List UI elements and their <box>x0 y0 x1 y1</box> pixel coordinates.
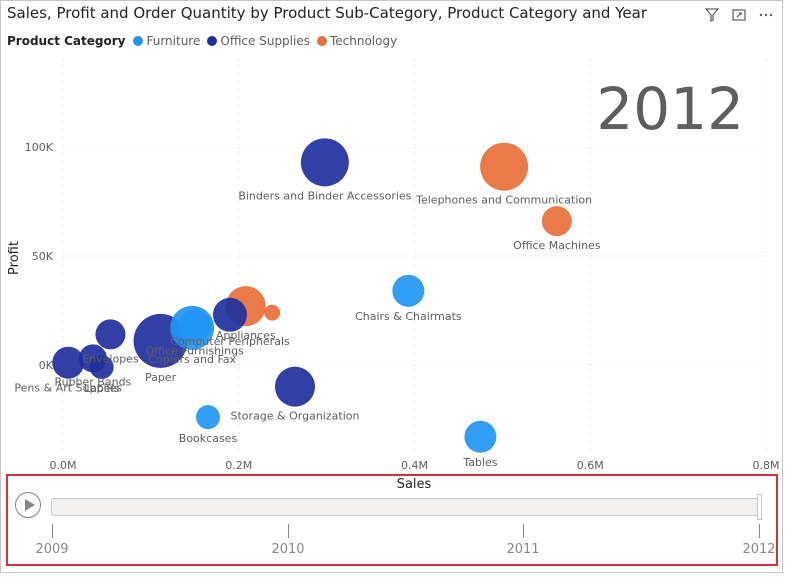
play-axis-slider[interactable] <box>51 498 761 516</box>
filter-icon[interactable] <box>704 7 720 23</box>
year-label-2012[interactable]: 2012 <box>742 542 776 557</box>
bubble-label: Office Furnishings <box>146 345 244 358</box>
bubble-label: Appliances <box>216 329 276 342</box>
bubble-labels: Binders and Binder Accessories Telephones… <box>14 189 600 468</box>
bubble-label: Tables <box>462 456 497 469</box>
bubble[interactable] <box>392 274 425 307</box>
legend-dot-furniture <box>133 36 144 46</box>
bubble-label: Pens & Art Supplies <box>14 382 122 395</box>
bubble-label: Rubber Bands <box>54 375 131 388</box>
x-tick-label: 0.2M <box>225 459 252 472</box>
legend-dot-technology <box>316 36 327 46</box>
legend-item-furniture[interactable]: Furniture <box>133 34 200 48</box>
bubble-label: Storage & Organization <box>231 410 360 423</box>
bubble-label: Paper <box>145 371 177 384</box>
x-tick-label: 0.0M <box>50 459 77 472</box>
y-tick-label: 0K <box>39 359 54 372</box>
bubble[interactable] <box>195 405 220 430</box>
bubble[interactable] <box>274 366 315 407</box>
visual-header <box>704 7 774 23</box>
year-tick-2012 <box>759 524 760 538</box>
gridlines <box>62 60 767 452</box>
bubble[interactable] <box>480 142 529 191</box>
focus-mode-icon[interactable] <box>731 7 747 23</box>
legend: Product Category Furniture Office Suppli… <box>7 34 404 48</box>
play-year-watermark: 2012 <box>596 75 744 143</box>
bubble[interactable] <box>178 309 211 342</box>
bubble[interactable] <box>52 346 85 379</box>
y-axis-title: Profit <box>7 241 22 275</box>
bubble-label: Binders and Binder Accessories <box>238 189 411 202</box>
bubble[interactable] <box>95 319 126 350</box>
year-tick-2011 <box>523 524 524 538</box>
legend-item-office-supplies[interactable]: Office Supplies <box>207 34 310 48</box>
bubble-label: Labels <box>84 382 120 395</box>
bubbles <box>52 138 572 453</box>
bubble[interactable] <box>541 206 572 237</box>
x-tick-label: 0.6M <box>577 459 604 472</box>
x-tick-label: 0.8M <box>753 459 780 472</box>
legend-item-technology[interactable]: Technology <box>316 34 398 48</box>
bubble[interactable] <box>300 138 349 187</box>
x-axis-title: Sales <box>396 477 432 492</box>
y-axis-ticks: 0K 50K 100K <box>25 141 54 372</box>
play-button[interactable] <box>15 492 41 518</box>
bubble-label: Chairs & Chairmats <box>355 310 462 323</box>
bubble-label: Bookcases <box>179 432 238 445</box>
legend-label-technology: Technology <box>329 34 398 48</box>
bubble-label: Telephones and Communication <box>415 194 592 207</box>
legend-dot-office-supplies <box>207 36 218 46</box>
more-options-icon[interactable] <box>758 7 774 23</box>
legend-label-furniture: Furniture <box>146 34 201 48</box>
bubble-label: Computer Peripherals <box>170 335 290 348</box>
year-tick-2009 <box>52 524 53 538</box>
x-tick-label: 0.4M <box>401 459 428 472</box>
visual-title: Sales, Profit and Order Quantity by Prod… <box>7 4 647 22</box>
y-tick-label: 50K <box>32 250 54 263</box>
bubble-label: Envelopes <box>82 352 139 365</box>
x-axis-ticks: 0.0M 0.2M 0.4M 0.6M 0.8M <box>50 459 780 472</box>
bubble[interactable] <box>264 304 281 321</box>
play-axis-highlight <box>6 474 778 566</box>
year-label-2011[interactable]: 2011 <box>506 542 540 557</box>
bubble[interactable] <box>212 297 247 332</box>
year-label-2010[interactable]: 2010 <box>271 542 305 557</box>
year-label-2009[interactable]: 2009 <box>35 542 69 557</box>
y-tick-label: 100K <box>25 141 54 154</box>
bubble-label: Copiers and Fax <box>148 353 236 366</box>
legend-title: Product Category <box>7 34 126 48</box>
bubble-label: Office Machines <box>513 239 601 252</box>
play-axis-handle[interactable] <box>757 494 762 520</box>
year-tick-2010 <box>288 524 289 538</box>
bubble[interactable] <box>464 420 497 453</box>
bubble[interactable] <box>89 355 114 380</box>
legend-label-office-supplies: Office Supplies <box>220 34 310 48</box>
